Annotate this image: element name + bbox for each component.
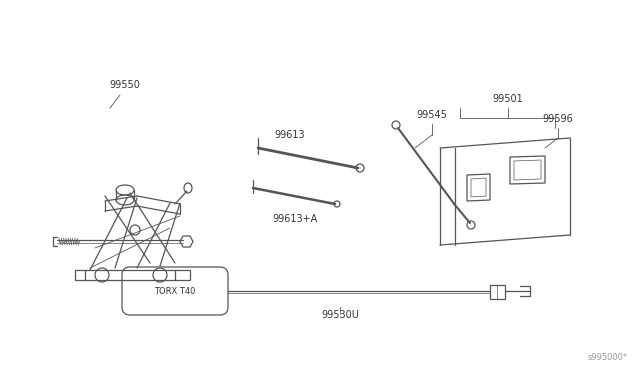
Text: 99501: 99501: [493, 94, 524, 104]
Text: 99550: 99550: [109, 80, 140, 90]
Text: 99613: 99613: [275, 130, 305, 140]
Text: 99545: 99545: [417, 110, 447, 120]
Text: 99596: 99596: [543, 114, 573, 124]
Text: 99530U: 99530U: [321, 310, 359, 320]
Text: s995000*: s995000*: [588, 353, 628, 362]
Text: 99613+A: 99613+A: [273, 214, 317, 224]
Text: TORX T40: TORX T40: [154, 288, 196, 296]
